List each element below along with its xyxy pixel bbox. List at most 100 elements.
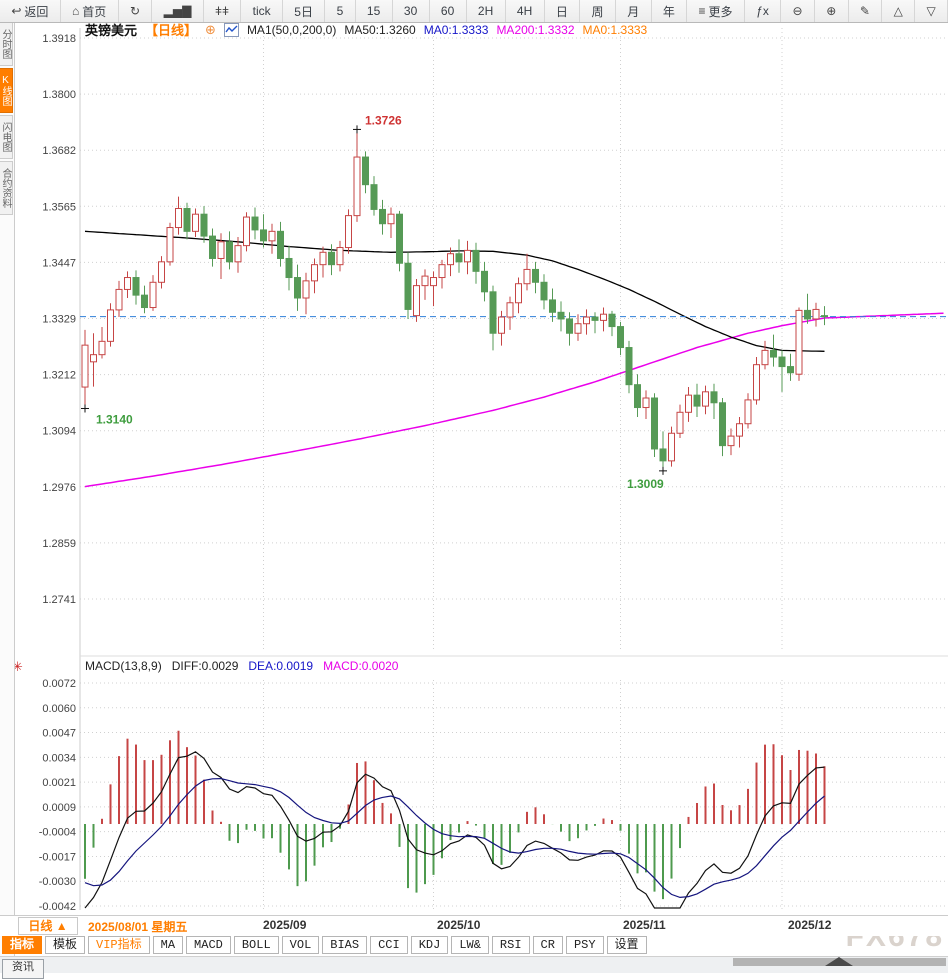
toolbar-item-label: 2H	[477, 4, 494, 18]
svg-text:-0.0004: -0.0004	[39, 827, 76, 839]
toolbar-item[interactable]: ǂǂ	[204, 0, 242, 22]
indicator-tab[interactable]: BOLL	[233, 936, 279, 954]
toolbar-item[interactable]: tick	[241, 0, 283, 22]
news-tab[interactable]: 资讯	[2, 959, 44, 979]
toolbar-item[interactable]: ⌂ 首页	[61, 0, 119, 22]
toolbar-item-icon: ↻	[129, 4, 140, 18]
toolbar-item[interactable]: 4H	[506, 0, 545, 22]
toolbar-item[interactable]: 5日	[283, 0, 326, 22]
date-label: 2025/11	[623, 918, 666, 932]
indicator-tab[interactable]: MACD	[186, 936, 231, 954]
svg-text:1.3447: 1.3447	[42, 257, 76, 269]
toolbar-item[interactable]: 日	[545, 0, 581, 22]
svg-text:-0.0017: -0.0017	[39, 851, 76, 863]
svg-text:1.3565: 1.3565	[42, 201, 76, 213]
toolbar-item[interactable]: 30	[393, 0, 430, 22]
toolbar-item-label: 更多	[708, 4, 733, 19]
toolbar-item-label: 5	[336, 4, 344, 18]
toolbar-item[interactable]: ƒx	[745, 0, 782, 22]
indicator-tab[interactable]: VIP指标	[88, 936, 150, 954]
toolbar-item[interactable]: 年	[652, 0, 688, 22]
toolbar-item[interactable]: ↻	[119, 0, 153, 22]
indicator-tab[interactable]: PSY	[565, 936, 604, 954]
horizontal-scrollbar[interactable]	[733, 957, 946, 966]
svg-text:0.0072: 0.0072	[42, 678, 76, 690]
toolbar-item[interactable]: 15	[356, 0, 393, 22]
indicator-tab[interactable]: 模板	[45, 936, 86, 954]
date-label: 2025/08/01 星期五	[88, 920, 188, 934]
chart-type-sidebar: 分时图 K线图闪电图合约资料	[0, 22, 15, 972]
indicator-tab[interactable]: 设置	[606, 936, 647, 954]
sidebar-tab[interactable]: K线图	[0, 68, 13, 113]
scrollbar-arrow-icon[interactable]	[825, 957, 853, 966]
toolbar-item-icon: ↩	[11, 4, 22, 18]
indicator-tab[interactable]: BIAS	[322, 936, 368, 954]
indicator-tab[interactable]: MA	[152, 936, 184, 954]
ma0-orange-value: MA0:1.3333	[582, 22, 648, 37]
toolbar-item[interactable]: △	[882, 0, 916, 22]
macd-diff-value: DIFF:0.0029	[171, 659, 239, 673]
top-toolbar: ↩ 返回 ⌂ 首页 ↻ ▂▅▇ ǂǂ tick 5日 5 15 3	[0, 0, 948, 23]
toolbar-item-icon: ▽	[926, 4, 936, 18]
toolbar-item[interactable]: ▽	[915, 0, 948, 22]
toolbar-item[interactable]: ↩ 返回	[0, 0, 61, 22]
toolbar-item[interactable]: 周	[580, 0, 616, 22]
mini-chart-icon[interactable]	[223, 22, 239, 37]
svg-text:1.2976: 1.2976	[42, 482, 76, 494]
macd-title: MACD(13,8,9)	[85, 659, 162, 673]
sidebar-tab[interactable]: 分时图	[0, 22, 13, 66]
sidebar-tab[interactable]: 闪电图	[0, 115, 13, 159]
bottom-strip: 资讯	[0, 956, 948, 979]
toolbar-item[interactable]: ⊕	[815, 0, 849, 22]
toolbar-item-icon: ⌂	[72, 4, 80, 18]
toolbar-item-label: 15	[366, 4, 381, 18]
toolbar-item[interactable]: 5	[325, 0, 356, 22]
toolbar-item[interactable]: ▂▅▇	[152, 0, 204, 22]
indicator-tab[interactable]: 指标	[2, 936, 43, 954]
indicator-tab[interactable]: CCI	[370, 936, 408, 954]
add-favorite-icon[interactable]: ⊕	[205, 21, 216, 37]
svg-text:1.3094: 1.3094	[42, 426, 76, 438]
svg-text:1.3009: 1.3009	[627, 477, 664, 491]
svg-text:0.0009: 0.0009	[42, 802, 76, 814]
toolbar-item-label: 周	[591, 4, 604, 19]
toolbar-item-label: ƒx	[756, 4, 769, 18]
toolbar-item[interactable]: 月	[616, 0, 652, 22]
indicator-tab[interactable]: KDJ	[410, 936, 449, 954]
chevron-up-icon: ▲	[55, 919, 68, 933]
toolbar-item-icon: ≡	[698, 4, 706, 18]
toolbar-item-label: 30	[403, 4, 418, 18]
toolbar-item[interactable]: ≡ 更多	[687, 0, 745, 22]
toolbar-item-icon: ⊕	[826, 4, 837, 18]
toolbar-item-label: 5日	[294, 4, 313, 19]
indicator-tab[interactable]: CR	[532, 936, 563, 954]
svg-text:1.3212: 1.3212	[42, 370, 76, 382]
symbol-header: 英镑美元 【日线】 ⊕ MA1(50,0,200,0) MA50:1.3260 …	[85, 20, 647, 39]
toolbar-item[interactable]: 2H	[467, 0, 506, 22]
date-label: 2025/12	[788, 918, 832, 932]
toolbar-item[interactable]: ✎	[849, 0, 883, 22]
svg-text:1.3726: 1.3726	[365, 113, 402, 127]
toolbar-item-icon: ǂǂ	[214, 4, 229, 18]
toolbar-item-icon: ▂▅▇	[163, 4, 192, 18]
ma0-blue-value: MA0:1.3333	[423, 22, 489, 37]
indicator-tab[interactable]: RSI	[491, 936, 530, 954]
indicator-settings-icon[interactable]: ✳	[12, 659, 23, 674]
sidebar-tab[interactable]: 合约资料	[0, 161, 13, 215]
svg-text:1.2741: 1.2741	[42, 594, 76, 606]
date-axis-row: 日线 ▲ 2025/08/01 星期五 2025/09 2025/10 2025/11…	[0, 915, 948, 936]
macd-macd-value: MACD:0.0020	[323, 659, 399, 673]
symbol-name: 英镑美元	[85, 23, 138, 38]
toolbar-item[interactable]: ⊖	[781, 0, 815, 22]
indicator-tab[interactable]: LW&	[451, 936, 489, 954]
period-selector-button[interactable]: 日线 ▲	[18, 917, 78, 935]
toolbar-item-label: 首页	[82, 4, 107, 19]
indicator-tab[interactable]: VOL	[281, 936, 320, 954]
macd-dea-value: DEA:0.0019	[248, 659, 314, 673]
period-tag: 【日线】	[145, 23, 198, 38]
toolbar-item-label: 60	[440, 4, 455, 18]
svg-text:1.3140: 1.3140	[96, 412, 133, 426]
svg-text:-0.0030: -0.0030	[39, 876, 76, 888]
toolbar-item[interactable]: 60	[430, 0, 467, 22]
